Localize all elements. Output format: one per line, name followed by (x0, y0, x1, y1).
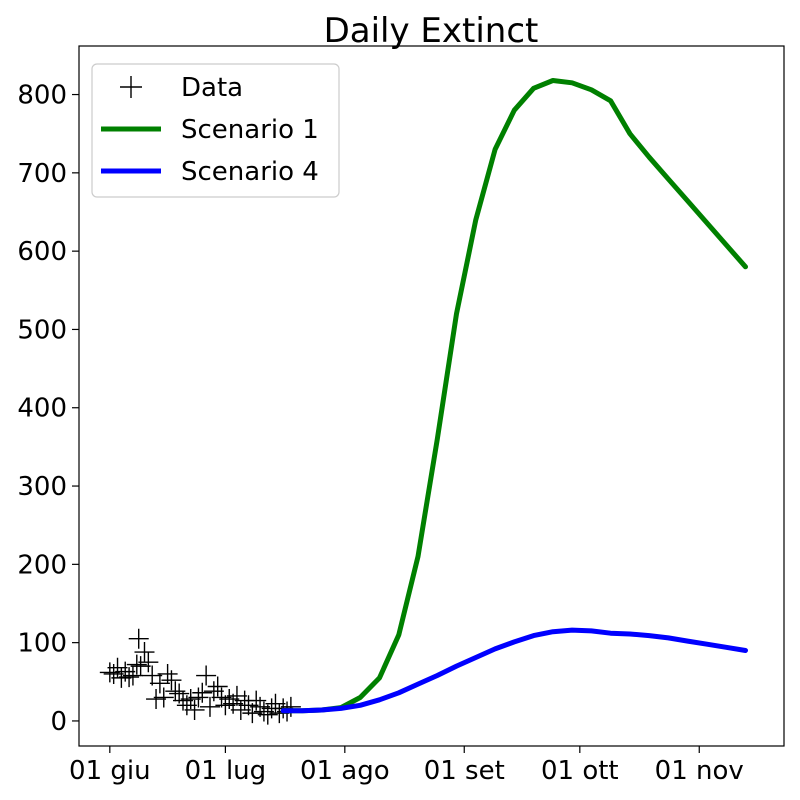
data-point (146, 689, 167, 710)
data-point (188, 687, 209, 708)
x-tick-label: 01 giu (69, 756, 151, 786)
data-point (176, 695, 197, 716)
data-point (126, 654, 147, 675)
series-line-scenario-1 (280, 78, 748, 714)
data-point (111, 667, 132, 688)
y-tick-label: 600 (17, 237, 67, 267)
data-point (130, 656, 151, 677)
data-point (280, 696, 301, 717)
data-point (119, 667, 140, 688)
y-tick-label: 300 (17, 472, 67, 502)
y-tick-label: 800 (17, 81, 67, 111)
series-data (99, 628, 301, 725)
x-axis: 01 giu 01 lug 01 ago 01 set 01 ott 01 nov (69, 746, 744, 786)
x-tick-label: 01 lug (185, 756, 267, 786)
x-tick-label: 01 ott (541, 756, 619, 786)
data-point (107, 657, 128, 678)
data-point (250, 696, 271, 717)
data-point (184, 699, 205, 720)
legend-label-data: Data (181, 73, 243, 103)
data-point (165, 681, 186, 702)
data-point (180, 689, 201, 710)
y-tick-label: 400 (17, 394, 67, 424)
data-point (211, 687, 232, 708)
data-point (219, 689, 240, 710)
y-tick-label: 200 (17, 550, 67, 580)
y-tick-label: 500 (17, 315, 67, 345)
data-point (253, 701, 274, 722)
data-point (149, 673, 170, 694)
y-axis: 0 100 200 300 400 500 600 700 800 (17, 81, 79, 737)
data-point (99, 662, 120, 683)
axes-frame (78, 45, 785, 747)
data-point (242, 703, 263, 724)
legend-box (91, 63, 340, 198)
x-tick-label: 01 nov (655, 756, 744, 786)
legend-swatch-data (120, 76, 142, 98)
data-point (157, 663, 178, 684)
y-tick-label: 700 (17, 159, 67, 189)
x-tick-label: 01 set (424, 756, 505, 786)
data-point (223, 693, 244, 714)
data-point (257, 704, 278, 725)
y-tick-label: 0 (50, 707, 67, 737)
data-point (246, 690, 267, 711)
data-point (203, 681, 224, 702)
data-point (215, 695, 236, 716)
legend: Data Scenario 1 Scenario 4 (91, 63, 340, 198)
legend-label-scenario-4: Scenario 4 (181, 157, 319, 187)
data-point (226, 685, 247, 706)
data-point (142, 665, 163, 686)
data-point (196, 665, 217, 686)
series-line-scenario-4 (280, 627, 748, 714)
data-point (103, 663, 124, 684)
x-tick-label: 01 ago (300, 756, 390, 786)
data-point (199, 696, 220, 717)
data-point (161, 670, 182, 691)
data-point (115, 661, 136, 682)
data-point (153, 687, 174, 708)
data-point (122, 665, 143, 686)
data-point (230, 699, 251, 720)
data-point (265, 693, 286, 714)
data-point (173, 690, 194, 711)
data-point (128, 628, 149, 649)
data-point (138, 652, 159, 673)
data-point (238, 695, 259, 716)
chart-title: Daily Extinct (324, 11, 539, 51)
legend-label-scenario-1: Scenario 1 (181, 115, 319, 145)
data-point (134, 642, 155, 663)
data-point (207, 676, 228, 697)
plot-area (99, 78, 748, 725)
data-point (192, 682, 213, 703)
y-tick-label: 100 (17, 629, 67, 659)
